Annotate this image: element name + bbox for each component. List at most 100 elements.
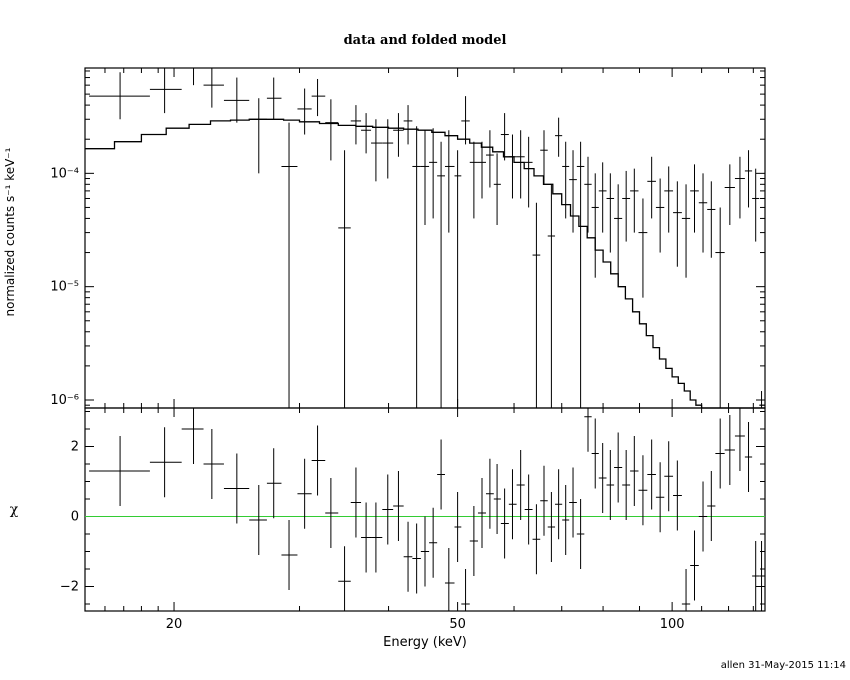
data-point xyxy=(532,504,541,575)
data-point xyxy=(181,408,204,464)
data-point xyxy=(393,471,404,541)
data-point xyxy=(508,469,517,540)
data-point xyxy=(734,408,745,471)
data-point xyxy=(361,502,372,573)
plot-frame xyxy=(84,67,766,409)
data-point xyxy=(325,99,339,161)
data-point xyxy=(524,136,533,208)
data-point xyxy=(461,96,470,145)
data-point xyxy=(673,460,682,531)
data-point xyxy=(454,492,462,562)
y-tick-label: 10⁻⁴ xyxy=(50,166,79,181)
y-tick-label: 10⁻⁶ xyxy=(50,393,79,408)
data-point xyxy=(606,173,615,253)
data-point xyxy=(614,432,623,503)
data-point xyxy=(149,427,182,498)
y-tick-label: 10⁻⁵ xyxy=(50,280,79,295)
data-point xyxy=(647,439,656,510)
data-point xyxy=(412,523,421,594)
data-point xyxy=(690,530,699,601)
data-point xyxy=(622,170,631,242)
data-point xyxy=(500,113,509,161)
data-point xyxy=(371,119,383,182)
data-point xyxy=(638,198,648,298)
y-tick-label: −2 xyxy=(60,580,79,595)
residual-panel: 20 50 100 −2 0 2 xyxy=(60,407,766,632)
data-point xyxy=(429,507,438,578)
data-point xyxy=(630,436,639,506)
x-axis-label: Energy (keV) xyxy=(383,635,467,650)
data-point xyxy=(249,98,267,174)
data-point xyxy=(547,184,556,408)
data-point xyxy=(555,469,563,540)
data-point xyxy=(281,122,298,408)
data-point xyxy=(715,418,725,489)
data-point xyxy=(655,462,665,533)
data-point xyxy=(576,499,585,569)
data-point xyxy=(759,541,765,611)
data-point xyxy=(393,113,404,157)
data-point xyxy=(715,207,725,408)
data-point xyxy=(469,141,478,219)
data-point xyxy=(630,168,639,233)
data-point xyxy=(752,541,760,611)
data-point xyxy=(734,156,745,219)
data-point xyxy=(477,141,486,199)
data-point xyxy=(297,458,312,529)
data-point xyxy=(266,77,282,120)
data-point xyxy=(429,128,438,219)
data-point xyxy=(403,105,413,145)
data-point xyxy=(724,415,735,485)
data-point xyxy=(655,178,665,253)
data-point xyxy=(249,485,267,555)
data-point xyxy=(707,181,716,258)
data-point xyxy=(584,156,592,233)
data-point xyxy=(516,130,525,199)
data-point xyxy=(311,78,326,117)
data-point xyxy=(382,474,394,545)
data-point xyxy=(493,464,501,534)
data-point xyxy=(606,450,615,520)
data-point xyxy=(444,130,455,233)
bottom-ylabel: χ xyxy=(10,502,19,518)
data-point xyxy=(562,485,570,555)
x-tick-label: 50 xyxy=(449,617,466,632)
data-point xyxy=(681,184,691,278)
data-point xyxy=(203,68,224,108)
data-point xyxy=(477,478,486,548)
data-point xyxy=(311,425,326,496)
data-point xyxy=(89,72,150,120)
data-point xyxy=(149,68,182,114)
data-point xyxy=(569,467,577,538)
data-point xyxy=(673,181,682,267)
data-point xyxy=(622,450,631,520)
data-point xyxy=(724,164,735,226)
data-point xyxy=(647,156,656,219)
footer-stamp: allen 31-May-2015 11:14 xyxy=(720,660,846,671)
data-point xyxy=(744,422,753,492)
data-point xyxy=(690,164,699,233)
data-point xyxy=(532,202,541,408)
data-point xyxy=(281,520,298,590)
data-point xyxy=(382,119,394,179)
data-point xyxy=(89,436,150,506)
data-point xyxy=(707,471,716,541)
data-point xyxy=(469,506,478,576)
data-point xyxy=(338,546,351,611)
data-point xyxy=(524,474,533,545)
data-point xyxy=(744,150,753,208)
data-point xyxy=(420,516,430,587)
data-point xyxy=(266,448,282,519)
data-point xyxy=(540,465,548,536)
data-point xyxy=(437,439,445,510)
data-point xyxy=(338,150,351,408)
data-point xyxy=(461,569,470,611)
data-point xyxy=(569,150,577,233)
data-point xyxy=(223,77,250,123)
data-point xyxy=(759,391,765,408)
y-tick-label: 2 xyxy=(71,440,79,455)
data-point xyxy=(297,88,312,135)
data-point xyxy=(598,162,607,233)
data-point xyxy=(325,478,339,548)
